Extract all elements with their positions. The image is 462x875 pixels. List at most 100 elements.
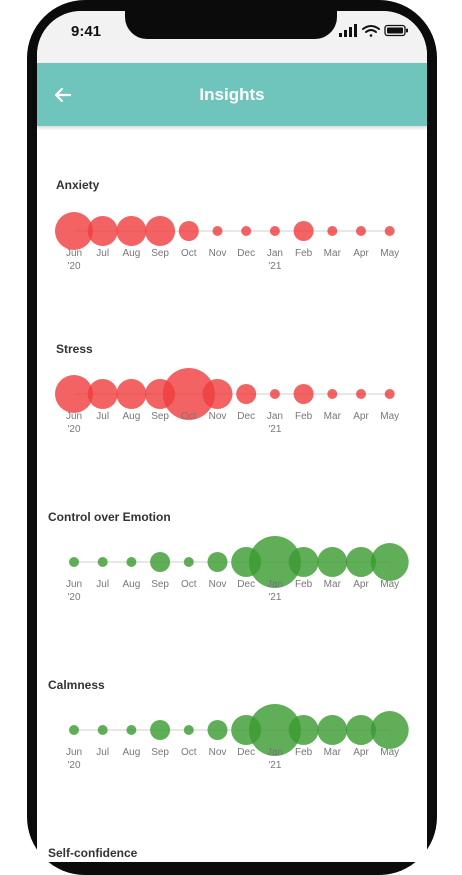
- month-label: Jul: [96, 579, 109, 590]
- month-label: Jun: [66, 747, 82, 758]
- anxiety-bubble-jun: [55, 212, 93, 250]
- calmness-bubble-mar: [317, 715, 348, 745]
- calmness-bubble-jun: [69, 725, 79, 735]
- calmness-bubble-apr: [346, 715, 376, 745]
- month-label: Oct: [181, 248, 197, 259]
- status-time: 9:41: [71, 23, 102, 40]
- app-bar: Insights: [37, 63, 427, 126]
- month-label: Sep: [151, 248, 169, 259]
- section-title: Calmness: [48, 678, 105, 692]
- section-title: Anxiety: [56, 178, 100, 192]
- month-label: Apr: [353, 411, 369, 422]
- month-label: May: [380, 411, 399, 422]
- anxiety-bubble-oct: [178, 221, 199, 241]
- year-label: '20: [67, 592, 80, 603]
- month-label: Jun: [66, 411, 82, 422]
- year-label: '20: [67, 261, 80, 272]
- calmness-bubble-jul: [97, 725, 108, 735]
- anxiety-bubble-jan: [269, 226, 280, 236]
- stress-bubble-jan: [269, 389, 280, 399]
- month-label: Dec: [237, 248, 255, 259]
- calmness-bubble-oct: [183, 725, 194, 735]
- stress-bubble-aug: [116, 379, 147, 409]
- month-label: Apr: [353, 747, 369, 758]
- month-label: Jun: [66, 579, 82, 590]
- year-label: '21: [268, 592, 281, 603]
- year-label: '21: [268, 424, 281, 435]
- control-over-emotion-bubble-sep: [150, 552, 171, 572]
- anxiety-bubble-jul: [87, 216, 118, 246]
- year-label: '20: [67, 424, 80, 435]
- month-label: Jan: [267, 248, 283, 259]
- month-label: Apr: [353, 248, 369, 259]
- calmness-bubble-jan: [248, 704, 301, 756]
- calmness-bubble-may: [370, 711, 409, 749]
- arrow-left-icon: [54, 87, 72, 103]
- anxiety-bubble-apr: [356, 226, 366, 236]
- month-label: Sep: [151, 411, 169, 422]
- stress-bubble-apr: [356, 389, 366, 399]
- anxiety-bubble-sep: [145, 216, 176, 246]
- month-label: Dec: [237, 747, 255, 758]
- stress-bubble-jun: [55, 375, 93, 413]
- month-label: Jul: [96, 411, 109, 422]
- back-button[interactable]: [51, 83, 75, 107]
- anxiety-bubble-dec: [241, 226, 252, 236]
- month-label: Sep: [151, 747, 169, 758]
- month-label: Feb: [295, 411, 313, 422]
- stress-bubble-feb: [293, 384, 314, 404]
- month-label: Sep: [151, 579, 169, 590]
- anxiety-bubble-may: [384, 226, 395, 236]
- year-label: '21: [268, 261, 281, 272]
- calmness-bubble-aug: [126, 725, 137, 735]
- status-icons: [339, 24, 408, 37]
- control-over-emotion-bubble-jan: [248, 536, 301, 588]
- stress-bubble-chart: Jun '20 Jul Aug Sep Oct Nov Dec Jan '21 Feb Mar Apr M…: [55, 368, 399, 435]
- month-label: Aug: [123, 579, 141, 590]
- calmness-bubble-nov: [207, 720, 228, 740]
- section-title: Stress: [56, 342, 93, 356]
- month-label: Mar: [324, 248, 342, 259]
- month-label: Jan: [267, 411, 283, 422]
- year-label: '20: [67, 760, 80, 771]
- insights-list: Anxiety Jun '20 Jul Aug Sep Oct Nov Dec Jan '21 Fe…: [37, 126, 427, 862]
- month-label: Feb: [295, 248, 313, 259]
- month-label: Jan: [267, 579, 283, 590]
- anxiety-bubble-feb: [293, 221, 314, 241]
- stress-bubble-mar: [327, 389, 338, 399]
- anxiety-bubble-aug: [116, 216, 147, 246]
- calmness-bubble-feb: [288, 715, 319, 745]
- stress-bubble-oct: [162, 368, 215, 420]
- control-over-emotion-bubble-jul: [97, 557, 108, 567]
- month-label: Oct: [181, 579, 197, 590]
- month-label: Feb: [295, 747, 313, 758]
- month-label: Aug: [123, 411, 141, 422]
- month-label: Nov: [209, 411, 227, 422]
- month-label: Oct: [181, 747, 197, 758]
- month-label: Jul: [96, 747, 109, 758]
- month-label: May: [380, 579, 399, 590]
- month-label: Jul: [96, 248, 109, 259]
- month-label: Nov: [209, 248, 227, 259]
- month-label: Jun: [66, 248, 82, 259]
- month-label: Mar: [324, 411, 342, 422]
- status-bar: 9:41: [37, 11, 427, 63]
- month-label: Nov: [209, 747, 227, 758]
- anxiety-bubble-nov: [212, 226, 223, 236]
- month-label: Dec: [237, 411, 255, 422]
- month-label: Aug: [123, 747, 141, 758]
- month-label: Mar: [324, 747, 342, 758]
- month-label: Aug: [123, 248, 141, 259]
- stress-bubble-nov: [202, 379, 233, 409]
- stress-bubble-may: [384, 389, 395, 399]
- control-over-emotion-bubble-mar: [317, 547, 348, 577]
- control-over-emotion-bubble-oct: [183, 557, 194, 567]
- month-label: Jan: [267, 747, 283, 758]
- calmness-bubble-chart: Jun '20 Jul Aug Sep Oct Nov Dec Jan '21 Feb Mar Apr M…: [66, 704, 409, 771]
- month-label: Oct: [181, 411, 197, 422]
- battery-icon: [384, 24, 408, 37]
- month-label: Apr: [353, 579, 369, 590]
- month-label: May: [380, 747, 399, 758]
- stress-bubble-jul: [87, 379, 118, 409]
- anxiety-bubble-mar: [327, 226, 338, 236]
